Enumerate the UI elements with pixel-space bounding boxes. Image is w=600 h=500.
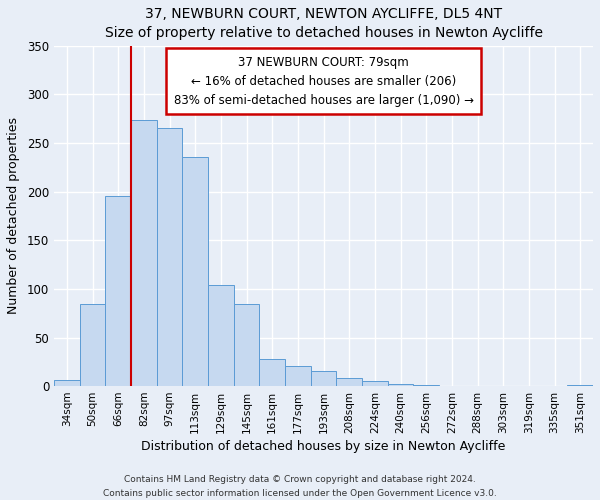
Bar [259,359,285,386]
Bar [54,380,80,386]
X-axis label: Distribution of detached houses by size in Newton Aycliffe: Distribution of detached houses by size … [142,440,506,453]
Bar [311,370,337,386]
Bar [337,378,362,386]
Bar [413,385,439,386]
Text: Contains HM Land Registry data © Crown copyright and database right 2024.
Contai: Contains HM Land Registry data © Crown c… [103,476,497,498]
Bar [80,304,106,386]
Bar [131,120,157,386]
Title: 37, NEWBURN COURT, NEWTON AYCLIFFE, DL5 4NT
Size of property relative to detache: 37, NEWBURN COURT, NEWTON AYCLIFFE, DL5 … [104,7,542,40]
Bar [233,304,259,386]
Bar [157,128,182,386]
Bar [285,366,311,386]
Bar [106,196,131,386]
Text: 37 NEWBURN COURT: 79sqm
← 16% of detached houses are smaller (206)
83% of semi-d: 37 NEWBURN COURT: 79sqm ← 16% of detache… [173,56,473,106]
Bar [568,385,593,386]
Bar [388,384,413,386]
Bar [362,382,388,386]
Bar [182,156,208,386]
Y-axis label: Number of detached properties: Number of detached properties [7,118,20,314]
Bar [208,285,233,386]
